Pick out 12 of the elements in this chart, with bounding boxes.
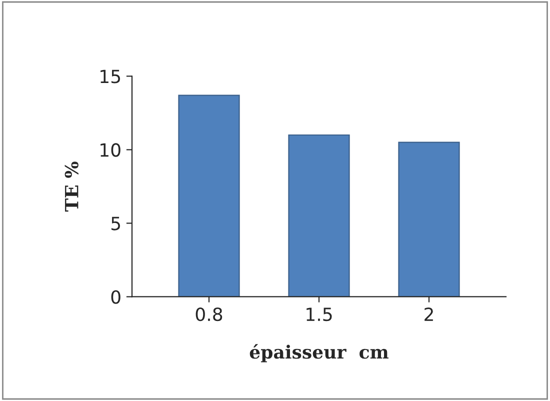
bar bbox=[398, 142, 460, 297]
x-axis-title: épaisseur cm bbox=[250, 344, 388, 362]
x-tick-label: 0.8 bbox=[196, 307, 222, 322]
y-axis-title: TE % bbox=[64, 162, 78, 212]
bar bbox=[288, 134, 350, 297]
x-tick-label: 1.5 bbox=[306, 308, 332, 322]
y-tick-label: 15 bbox=[100, 70, 120, 84]
bar bbox=[178, 94, 240, 297]
y-tick-label: 0 bbox=[111, 290, 120, 304]
y-tick-label: 10 bbox=[100, 143, 120, 157]
y-tick-label: 5 bbox=[111, 216, 120, 230]
x-tick-label: 2 bbox=[424, 307, 433, 321]
